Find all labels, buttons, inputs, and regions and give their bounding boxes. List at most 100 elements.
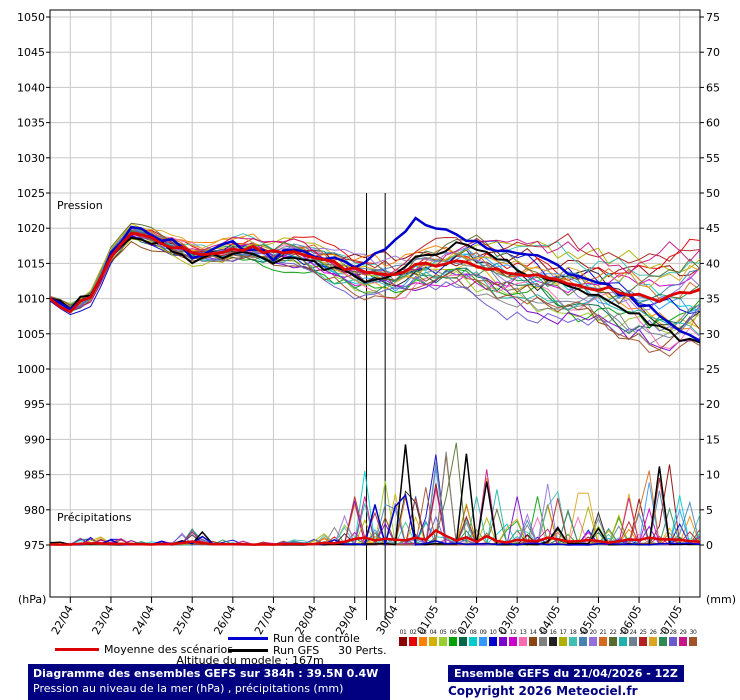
member-key-item: 29 — [678, 629, 688, 646]
mean-pressure-line — [50, 231, 700, 314]
member-precip-line — [50, 451, 700, 546]
member-color-swatch — [639, 637, 647, 646]
date-tick-label: 24/04 — [130, 603, 157, 637]
perts-count-label: 30 Perts. — [338, 644, 387, 657]
member-key-item: 04 — [428, 629, 438, 646]
member-key-item: 18 — [568, 629, 578, 646]
member-number: 09 — [479, 629, 487, 636]
member-key-item: 05 — [438, 629, 448, 646]
left-axis-tick-label: 1015 — [17, 257, 45, 270]
left-axis-tick-label: 1000 — [17, 363, 45, 376]
member-number: 29 — [679, 629, 687, 636]
member-color-swatch — [659, 637, 667, 646]
member-pressure-line — [50, 227, 700, 336]
member-number: 02 — [409, 629, 417, 636]
member-color-swatch — [689, 637, 697, 646]
member-number: 13 — [519, 629, 527, 636]
right-axis-tick-label: 25 — [706, 363, 720, 376]
member-key-item: 11 — [498, 629, 508, 646]
member-color-swatch — [529, 637, 537, 646]
member-color-swatch — [679, 637, 687, 646]
member-key-item: 17 — [558, 629, 568, 646]
member-key-item: 15 — [538, 629, 548, 646]
date-tick-label: 23/04 — [89, 603, 116, 637]
member-key-item: 12 — [508, 629, 518, 646]
chart-subtitle: Pression au niveau de la mer (hPa) , pré… — [33, 682, 344, 695]
member-key-item: 16 — [548, 629, 558, 646]
time-marker-lines — [366, 193, 386, 620]
ensemble-chart: 9759809859909951000100510101015102010251… — [17, 9, 736, 637]
left-axis-tick-label: 1025 — [17, 187, 45, 200]
member-color-swatch — [569, 637, 577, 646]
member-color-swatch — [669, 637, 677, 646]
member-pressure-line — [50, 237, 700, 312]
left-axis-tick-label: 1045 — [17, 46, 45, 59]
precip-section-label: Précipitations — [57, 511, 132, 524]
member-number: 04 — [429, 629, 437, 636]
right-axis-tick-label: 40 — [706, 257, 720, 270]
member-key-item: 27 — [658, 629, 668, 646]
member-color-swatch — [519, 637, 527, 646]
left-axis-tick-label: 1010 — [17, 293, 45, 306]
right-axis-tick-label: 50 — [706, 187, 720, 200]
gfs-legend-label: Run GFS — [273, 644, 320, 657]
control-legend-line — [228, 637, 268, 640]
legend-mean: Moyenne des scénarios — [55, 643, 233, 656]
right-axis-tick-label: 30 — [706, 328, 720, 341]
left-axis-tick-label: 980 — [24, 504, 45, 517]
member-key-item: 09 — [478, 629, 488, 646]
mean-precip-line — [50, 528, 700, 546]
left-axis-tick-label: 1020 — [17, 222, 45, 235]
legend-control: Run de contrôle — [228, 632, 360, 645]
mean-legend-line — [55, 648, 99, 651]
right-axis-tick-label: 75 — [706, 11, 720, 24]
member-key-item: 08 — [468, 629, 478, 646]
copyright: Copyright 2026 Meteociel.fr — [448, 684, 638, 698]
left-axis-tick-label: 985 — [24, 469, 45, 482]
member-number: 22 — [609, 629, 617, 636]
right-axis-unit: (mm) — [706, 593, 736, 606]
member-color-swatch — [619, 637, 627, 646]
member-color-swatch — [449, 637, 457, 646]
member-key-item: 30 — [688, 629, 698, 646]
right-axis-tick-label: 35 — [706, 293, 720, 306]
member-number: 21 — [599, 629, 607, 636]
member-key-item: 25 — [638, 629, 648, 646]
chart-title-box: Diagramme des ensembles GEFS sur 384h : … — [28, 664, 390, 700]
member-color-swatch — [499, 637, 507, 646]
legend-gfs: Run GFS — [228, 644, 319, 657]
member-color-swatch — [399, 637, 407, 646]
member-number: 10 — [489, 629, 497, 636]
member-key-item: 06 — [448, 629, 458, 646]
member-color-swatch — [539, 637, 547, 646]
member-number: 11 — [499, 629, 507, 636]
right-axis-tick-label: 65 — [706, 81, 720, 94]
member-color-swatch — [599, 637, 607, 646]
member-number: 06 — [449, 629, 457, 636]
member-number: 20 — [589, 629, 597, 636]
member-color-swatch — [509, 637, 517, 646]
member-color-swatch — [589, 637, 597, 646]
member-precip-line — [50, 455, 700, 546]
member-color-swatch — [609, 637, 617, 646]
member-number: 08 — [469, 629, 477, 636]
series-lines — [50, 216, 700, 548]
right-axis-tick-label: 5 — [706, 504, 713, 517]
right-axis-tick-label: 15 — [706, 433, 720, 446]
run-info: Ensemble GEFS du 21/04/2026 - 12Z — [448, 665, 684, 682]
member-color-swatch — [409, 637, 417, 646]
control-precip-line — [50, 493, 700, 548]
left-axis-tick-label: 990 — [24, 433, 45, 446]
right-axis-tick-label: 45 — [706, 222, 720, 235]
member-key-item: 01 — [398, 629, 408, 646]
left-axis-tick-label: 1005 — [17, 328, 45, 341]
member-number: 16 — [549, 629, 557, 636]
member-number: 28 — [669, 629, 677, 636]
member-number: 18 — [569, 629, 577, 636]
member-number: 23 — [619, 629, 627, 636]
member-number: 14 — [529, 629, 537, 636]
member-color-swatch — [429, 637, 437, 646]
member-key-item: 20 — [588, 629, 598, 646]
chart-title: Diagramme des ensembles GEFS sur 384h : … — [33, 667, 379, 680]
